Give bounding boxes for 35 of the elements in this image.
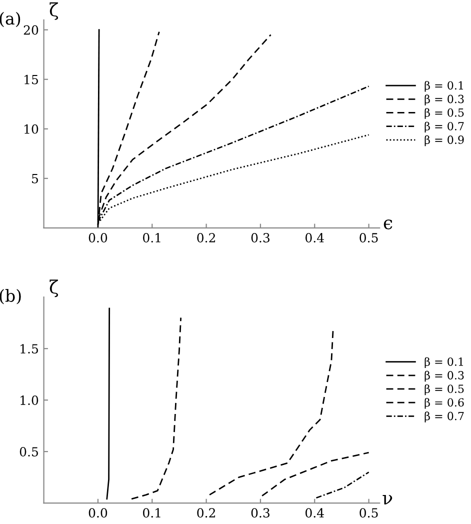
x-tick-label: 0.3 <box>251 508 270 518</box>
x-axis-title: ϵ <box>384 220 392 230</box>
legend-label: β = 0.7 <box>424 412 464 422</box>
y-tick-label: 5 <box>32 174 38 184</box>
chart-title: (b) <box>0 289 21 304</box>
x-tick-label: 0.3 <box>251 233 270 242</box>
legend-label: β = 0.7 <box>424 122 464 133</box>
x-axis-title: ν <box>382 495 392 504</box>
legend-label: β = 0.3 <box>424 94 464 106</box>
y-axis-title: ζ <box>50 280 58 298</box>
legend-label: β = 0.3 <box>424 370 464 382</box>
y-axis-title: ζ <box>50 2 58 20</box>
x-tick-label: 0.0 <box>88 508 108 518</box>
x-tick-label: 0.4 <box>306 508 324 518</box>
x-tick-label: 0.5 <box>360 508 378 518</box>
y-tick-label: 1.5 <box>20 344 38 354</box>
y-tick-label: 10 <box>24 124 38 134</box>
x-tick-label: 0.0 <box>88 233 108 242</box>
x-tick-label: 0.2 <box>197 508 216 518</box>
y-tick-label: 15 <box>24 74 38 84</box>
chart-title: (a) <box>0 12 20 28</box>
legend-label: β = 0.6 <box>424 398 464 409</box>
y-tick-label: 20 <box>24 25 38 35</box>
legend-label: β = 0.5 <box>424 384 464 396</box>
y-tick-label: 1.0 <box>20 396 38 405</box>
x-tick-label: 0.1 <box>143 508 160 518</box>
x-tick-label: 0.1 <box>143 233 160 242</box>
x-tick-label: 0.2 <box>197 233 216 242</box>
legend-label: β = 0.5 <box>424 108 464 119</box>
x-tick-label: 0.5 <box>360 233 378 242</box>
y-tick-label: 0.5 <box>20 447 38 456</box>
legend-label: β = 0.9 <box>424 135 464 146</box>
legend-label: β = 0.1 <box>424 357 463 368</box>
x-tick-label: 0.4 <box>306 233 324 242</box>
legend-label: β = 0.1 <box>424 80 463 92</box>
